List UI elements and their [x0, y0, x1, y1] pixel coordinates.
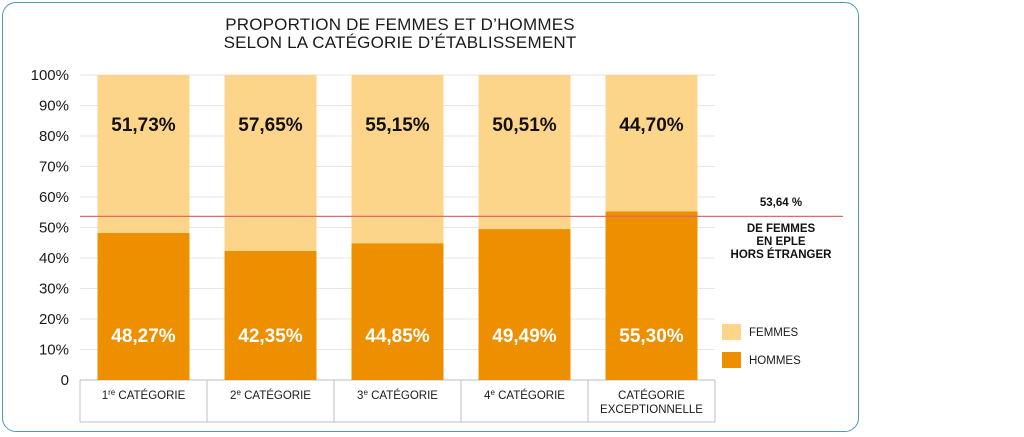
data-label-femmes: 51,73%	[111, 115, 176, 136]
legend-label: FEMMES	[749, 327, 799, 339]
y-tick-label: 90%	[39, 98, 69, 115]
bar-hommes	[224, 250, 317, 380]
y-tick-label: 30%	[39, 281, 69, 298]
data-label-hommes: 48,27%	[111, 326, 176, 347]
reference-caption-line: DE FEMMES	[747, 223, 816, 235]
data-label-femmes: 57,65%	[238, 115, 303, 136]
category-label: 4e CATÉGORIE	[484, 388, 565, 402]
y-tick-label: 80%	[39, 128, 69, 145]
bar-femmes	[97, 75, 190, 233]
reference-caption-line: HORS ÉTRANGER	[731, 248, 833, 261]
bar-hommes	[605, 211, 698, 380]
category-label: 2e CATÉGORIE	[230, 388, 311, 402]
chart-title-line1: PROPORTION DE FEMMES ET D’HOMMES	[225, 15, 575, 34]
bar-hommes	[478, 229, 571, 380]
bar-femmes	[478, 75, 571, 230]
category-label: CATÉGORIE	[618, 389, 685, 402]
legend-label: HOMMES	[749, 355, 801, 367]
data-label-femmes: 50,51%	[492, 115, 557, 136]
bar-hommes	[351, 243, 444, 380]
category-label: 3e CATÉGORIE	[357, 388, 438, 402]
data-label-hommes: 55,30%	[619, 326, 684, 347]
data-label-femmes: 44,70%	[619, 115, 684, 136]
data-label-hommes: 44,85%	[365, 326, 430, 347]
reference-caption-line: EN EPLE	[756, 236, 806, 248]
y-tick-label: 20%	[39, 311, 69, 328]
bar-femmes	[224, 75, 317, 251]
y-tick-label: 40%	[39, 250, 69, 267]
chart-title: PROPORTION DE FEMMES ET D’HOMMES SELON L…	[150, 16, 650, 52]
bar-femmes	[605, 75, 698, 212]
data-label-femmes: 55,15%	[365, 115, 430, 136]
bar-hommes	[97, 232, 190, 380]
y-tick-label: 10%	[39, 342, 69, 359]
y-tick-label: 100%	[31, 67, 69, 84]
legend-swatch	[722, 352, 741, 368]
bar-femmes	[351, 75, 444, 244]
y-tick-label: 60%	[39, 189, 69, 206]
legend-swatch	[722, 324, 741, 340]
chart-frame	[2, 2, 859, 432]
data-label-hommes: 42,35%	[238, 326, 303, 347]
reference-value-label: 53,64 %	[760, 197, 802, 209]
category-label: 1re CATÉGORIE	[102, 388, 186, 402]
y-tick-label: 50%	[39, 220, 69, 237]
chart-title-line2: SELON LA CATÉGORIE D’ÉTABLISSEMENT	[223, 33, 577, 52]
data-label-hommes: 49,49%	[492, 326, 557, 347]
category-label-line2: EXCEPTIONNELLE	[600, 404, 703, 416]
y-tick-label: 0	[61, 372, 69, 389]
y-tick-label: 70%	[39, 159, 69, 176]
